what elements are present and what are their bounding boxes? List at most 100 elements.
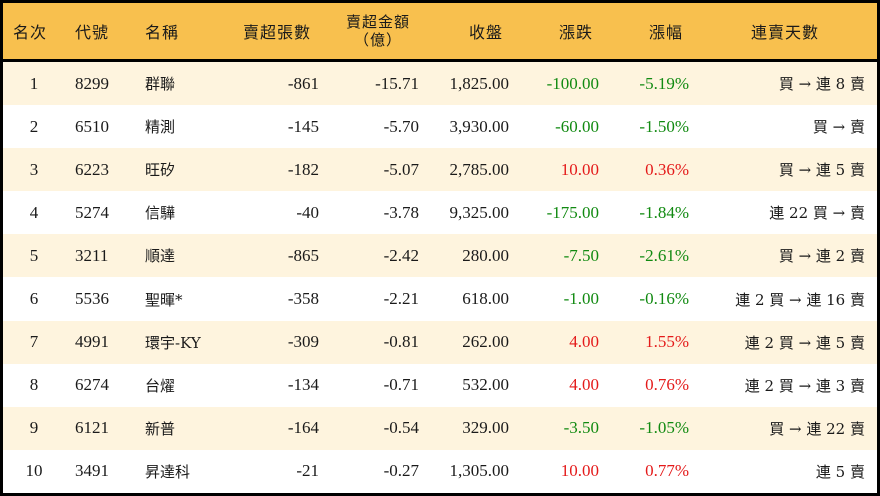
rank-cell: 1 — [29, 73, 39, 93]
header-net-sell-amount-line1: 賣超金額 — [345, 13, 410, 31]
close-cell: 1,825.00 — [449, 73, 510, 93]
code-cell: 4991 — [75, 332, 109, 352]
table-row[interactable]: 8 6274 台燿 -134 -0.71 532.00 4.00 0.76% 連… — [3, 363, 877, 407]
close-cell: 262.00 — [462, 332, 509, 352]
net-sell-amount-cell: -0.27 — [383, 461, 419, 481]
rank-cell: 4 — [29, 202, 39, 222]
net-sell-shares-cell: -21 — [296, 461, 319, 481]
net-sell-amount-cell: -2.21 — [383, 289, 419, 309]
streak-cell: 連 2 買 → 連 3 賣 — [744, 376, 865, 395]
name-cell: 聖暉* — [145, 290, 183, 309]
header-name[interactable]: 名稱 — [145, 23, 180, 42]
rank-cell: 10 — [25, 461, 43, 481]
code-cell: 6274 — [75, 375, 109, 395]
change-pct-cell: -0.16% — [639, 289, 689, 309]
net-sell-amount-cell: -0.54 — [383, 418, 419, 438]
change-pct-cell: -1.84% — [639, 202, 689, 222]
header-rank[interactable]: 名次 — [13, 23, 48, 42]
table-row[interactable]: 10 3491 昇達科 -21 -0.27 1,305.00 10.00 0.7… — [3, 449, 877, 493]
code-cell: 8299 — [75, 73, 109, 93]
table-header: 名次 代號 名稱 賣超張數 賣超金額 （億） 收盤 漲跌 漲幅 連賣天數 — [3, 3, 877, 62]
rank-cell: 5 — [29, 245, 39, 265]
streak-cell: 連 22 買 → 賣 — [769, 204, 865, 223]
code-cell: 6510 — [75, 116, 109, 136]
table-row[interactable]: 4 5274 信驊 -40 -3.78 9,325.00 -175.00 -1.… — [3, 191, 877, 235]
table-row[interactable]: 7 4991 環宇-KY -309 -0.81 262.00 4.00 1.55… — [3, 320, 877, 364]
table-row[interactable]: 5 3211 順達 -865 -2.42 280.00 -7.50 -2.61%… — [3, 234, 877, 278]
change-pct-cell: 0.76% — [645, 375, 689, 395]
header-code[interactable]: 代號 — [75, 23, 110, 42]
header-change-pct[interactable]: 漲幅 — [649, 23, 684, 42]
rank-cell: 9 — [29, 418, 39, 438]
rank-cell: 7 — [29, 332, 39, 352]
table-body: 1 8299 群聯 -861 -15.71 1,825.00 -100.00 -… — [3, 62, 877, 493]
net-sell-shares-cell: -182 — [287, 159, 319, 179]
change-pct-cell: -2.61% — [639, 245, 689, 265]
net-sell-shares-cell: -861 — [287, 73, 319, 93]
header-net-sell-amount[interactable]: 賣超金額 （億） — [338, 3, 418, 59]
code-cell: 3491 — [75, 461, 109, 481]
close-cell: 532.00 — [462, 375, 509, 395]
rank-cell: 3 — [29, 159, 39, 179]
code-cell: 6223 — [75, 159, 109, 179]
change-cell: 10.00 — [560, 159, 599, 179]
net-sell-shares-cell: -40 — [296, 202, 319, 222]
net-sell-amount-cell: -0.71 — [383, 375, 419, 395]
change-cell: -3.50 — [563, 418, 599, 438]
name-cell: 台燿 — [145, 376, 176, 395]
change-pct-cell: -1.50% — [639, 116, 689, 136]
net-sell-amount-cell: -5.70 — [383, 116, 419, 136]
name-cell: 信驊 — [145, 204, 176, 223]
close-cell: 9,325.00 — [449, 202, 510, 222]
net-sell-amount-cell: -15.71 — [375, 73, 419, 93]
header-net-sell-amount-line2: （億） — [353, 31, 402, 49]
header-net-sell-shares[interactable]: 賣超張數 — [243, 23, 312, 42]
name-cell: 環宇-KY — [145, 333, 201, 352]
change-cell: 4.00 — [569, 332, 599, 352]
name-cell: 新普 — [145, 419, 176, 438]
change-pct-cell: -1.05% — [639, 418, 689, 438]
streak-cell: 連 2 買 → 連 5 賣 — [744, 333, 865, 352]
net-sell-amount-cell: -3.78 — [383, 202, 419, 222]
table-row[interactable]: 3 6223 旺矽 -182 -5.07 2,785.00 10.00 0.36… — [3, 148, 877, 192]
streak-cell: 買 → 連 2 賣 — [778, 247, 865, 266]
net-sell-shares-cell: -358 — [287, 289, 319, 309]
net-sell-amount-cell: -2.42 — [383, 245, 419, 265]
rank-cell: 8 — [29, 375, 39, 395]
change-pct-cell: -5.19% — [639, 73, 689, 93]
name-cell: 昇達科 — [145, 462, 191, 481]
close-cell: 329.00 — [462, 418, 509, 438]
change-cell: 10.00 — [560, 461, 599, 481]
header-close[interactable]: 收盤 — [469, 23, 504, 42]
net-sell-amount-cell: -5.07 — [383, 159, 419, 179]
table-row[interactable]: 9 6121 新普 -164 -0.54 329.00 -3.50 -1.05%… — [3, 406, 877, 450]
table-row[interactable]: 2 6510 精測 -145 -5.70 3,930.00 -60.00 -1.… — [3, 105, 877, 149]
net-sell-shares-cell: -309 — [287, 332, 319, 352]
change-cell: -1.00 — [563, 289, 599, 309]
close-cell: 618.00 — [462, 289, 509, 309]
net-sell-amount-cell: -0.81 — [383, 332, 419, 352]
rank-cell: 6 — [29, 289, 39, 309]
name-cell: 精測 — [145, 118, 176, 137]
change-cell: -60.00 — [555, 116, 599, 136]
change-pct-cell: 1.55% — [645, 332, 689, 352]
close-cell: 280.00 — [462, 245, 509, 265]
table-row[interactable]: 6 5536 聖暉* -358 -2.21 618.00 -1.00 -0.16… — [3, 277, 877, 321]
header-streak[interactable]: 連賣天數 — [751, 23, 820, 42]
name-cell: 旺矽 — [145, 161, 176, 180]
streak-cell: 買 → 賣 — [812, 118, 865, 137]
change-pct-cell: 0.77% — [645, 461, 689, 481]
net-sell-shares-cell: -865 — [287, 245, 319, 265]
name-cell: 順達 — [145, 247, 176, 266]
streak-cell: 連 5 賣 — [815, 462, 865, 481]
header-change[interactable]: 漲跌 — [559, 23, 594, 42]
change-cell: -7.50 — [563, 245, 599, 265]
change-cell: -100.00 — [546, 73, 599, 93]
streak-cell: 買 → 連 5 賣 — [778, 161, 865, 180]
table-row[interactable]: 1 8299 群聯 -861 -15.71 1,825.00 -100.00 -… — [3, 62, 877, 106]
rank-cell: 2 — [29, 116, 39, 136]
name-cell: 群聯 — [145, 75, 176, 94]
code-cell: 5536 — [75, 289, 109, 309]
change-cell: -175.00 — [546, 202, 599, 222]
